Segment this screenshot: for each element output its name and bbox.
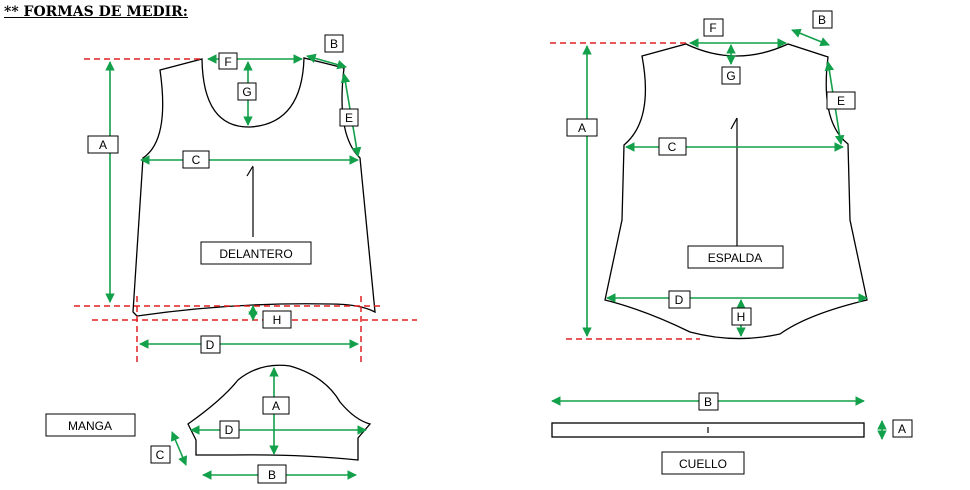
svg-text:D: D (206, 338, 215, 352)
front-measure-b (306, 53, 347, 70)
back-piece-label: ESPALDA (687, 245, 784, 269)
back-label-a: A (566, 118, 598, 137)
sleeve-label-b: B (257, 464, 287, 484)
front-pointer-tick (246, 165, 254, 177)
svg-text:A: A (578, 121, 586, 135)
svg-text:C: C (192, 153, 201, 167)
front-label-b: B (324, 34, 344, 53)
page-title: ** FORMAS DE MEDIR: (4, 4, 188, 20)
back-label-g: G (721, 66, 741, 85)
svg-text:MANGA: MANGA (68, 419, 112, 433)
svg-text:CUELLO: CUELLO (679, 457, 727, 471)
svg-text:F: F (224, 55, 231, 69)
sleeve-label-a: A (262, 396, 290, 415)
svg-text:B: B (704, 395, 712, 409)
svg-text:ESPALDA: ESPALDA (708, 251, 762, 265)
svg-text:A: A (272, 399, 280, 413)
back-label-e: E (826, 91, 856, 110)
svg-text:DELANTERO: DELANTERO (219, 247, 292, 261)
collar-label-b: B (698, 392, 719, 411)
front-label-a: A (87, 135, 119, 154)
svg-text:C: C (156, 448, 165, 462)
back-outline (604, 43, 868, 340)
svg-text:H: H (737, 310, 746, 324)
front-outline (132, 57, 376, 317)
back-label-h: H (731, 307, 752, 326)
svg-text:D: D (675, 293, 684, 307)
sleeve-piece: A D C B MANGA (45, 364, 372, 484)
svg-text:E: E (345, 111, 353, 125)
back-label-c: C (658, 137, 687, 156)
svg-text:H: H (273, 313, 282, 327)
svg-text:A: A (898, 422, 906, 436)
back-label-b: B (812, 10, 833, 29)
sleeve-label-d: D (219, 420, 240, 439)
sleeve-label-c: C (150, 445, 171, 464)
back-pointer-tick (730, 117, 738, 130)
front-label-h: H (262, 310, 292, 329)
front-piece-label: DELANTERO (200, 241, 312, 265)
svg-text:C: C (668, 140, 677, 154)
svg-text:E: E (837, 94, 845, 108)
front-label-d: D (200, 335, 221, 354)
svg-text:B: B (818, 13, 826, 27)
sleeve-piece-label: MANGA (45, 413, 136, 437)
svg-text:A: A (99, 138, 107, 152)
svg-text:G: G (242, 85, 251, 99)
svg-text:G: G (726, 69, 735, 83)
collar-piece-label: CUELLO (661, 451, 745, 475)
front-label-g: G (237, 82, 257, 101)
svg-text:B: B (268, 468, 276, 482)
back-piece: A F G B E C D H ESPALDA (550, 10, 868, 340)
svg-text:F: F (709, 21, 716, 35)
front-label-f: F (218, 52, 238, 70)
collar-piece: B A CUELLO (551, 392, 913, 475)
svg-text:D: D (225, 423, 234, 437)
back-label-f: F (703, 18, 724, 37)
back-measure-b (791, 28, 830, 47)
collar-label-a: A (892, 419, 913, 438)
front-piece: A F G B E C H D DELANTERO (74, 34, 417, 362)
front-label-c: C (182, 150, 210, 169)
sleeve-measure-c (170, 431, 188, 466)
front-label-e: E (339, 108, 359, 127)
svg-text:B: B (330, 37, 338, 51)
back-label-d: D (668, 290, 691, 309)
